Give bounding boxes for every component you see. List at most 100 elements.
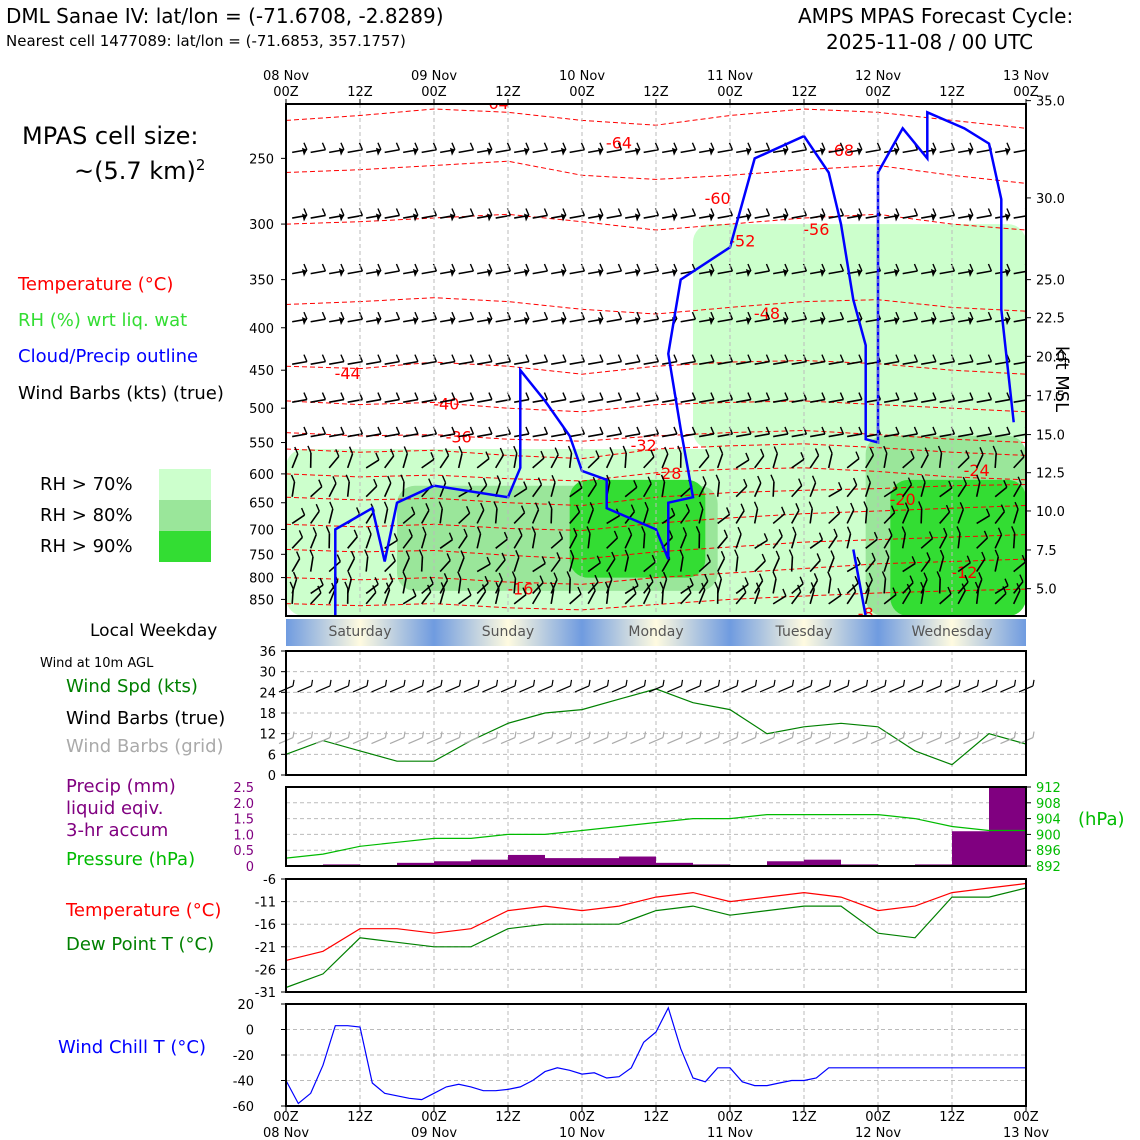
wind-barb xyxy=(920,579,928,594)
wind-barb-flag xyxy=(469,354,475,362)
wind-barb-grid xyxy=(741,737,756,745)
wind-barb-grid xyxy=(315,737,331,745)
wind-barb-true xyxy=(1000,685,1015,693)
wind-barb-true-flag xyxy=(921,679,924,686)
isotherm-line xyxy=(286,505,1026,532)
wind-barb xyxy=(976,360,992,365)
wind-barb-grid xyxy=(426,737,442,745)
wind-barb-flag xyxy=(340,263,345,272)
wind-barb-flag xyxy=(687,585,692,594)
wind-barb-true-flag xyxy=(791,679,795,686)
wind-barb-pennant xyxy=(819,269,825,278)
wind-barb-flag xyxy=(784,263,789,272)
wind-barb-pennant xyxy=(819,317,825,326)
wind-barb xyxy=(864,589,870,605)
wind-barb xyxy=(606,398,622,403)
wind-barb xyxy=(864,482,872,497)
wind-barb-grid-flag xyxy=(606,731,610,738)
wind-barb xyxy=(976,214,992,219)
wind-barb-flag xyxy=(525,311,530,320)
wind-barb-flag xyxy=(649,574,654,582)
wind-barb-pennant xyxy=(856,147,862,156)
wind-barb-flag xyxy=(451,142,456,151)
wind-barb-pennant xyxy=(819,147,825,156)
wind-barb-pennant xyxy=(375,269,381,278)
time-tick-top-date: 10 Nov xyxy=(559,69,605,84)
wind-barb xyxy=(976,537,989,549)
wind-barb xyxy=(439,539,453,549)
wind-barb xyxy=(680,592,692,605)
wind-barb-flag xyxy=(562,208,567,216)
height-tick-label: 12.5 xyxy=(1036,467,1065,482)
wind-barb-grid xyxy=(722,737,738,745)
precip-tick-label: 1.0 xyxy=(233,828,254,843)
wind-barb-flag xyxy=(895,142,900,151)
wind-barb-pennant xyxy=(301,213,307,222)
wind-barb-flag xyxy=(650,449,655,458)
wind-barb-pennant xyxy=(449,213,455,222)
wind-barb-flag xyxy=(913,311,919,320)
wind-barb-pennant xyxy=(634,269,640,278)
wind-barb-flag xyxy=(347,571,352,580)
wind-barb-pennant xyxy=(819,213,825,222)
wind-barb xyxy=(625,433,641,438)
wind-barb-flag xyxy=(540,450,545,459)
wind-barb-flag xyxy=(890,505,896,513)
wind-barb-true xyxy=(778,685,793,693)
pressure-tick-label: 400 xyxy=(249,322,274,337)
wind-barb xyxy=(365,485,378,498)
wind-barb-flag xyxy=(987,392,993,400)
isotherm-label: -32 xyxy=(631,436,657,455)
wind-barb-flag xyxy=(319,577,324,586)
wind-barb-flag xyxy=(518,528,523,536)
wind-barb xyxy=(827,578,832,594)
wind-barb xyxy=(384,560,396,573)
cloud-outline-path xyxy=(334,110,1015,616)
wind-barb xyxy=(531,533,537,549)
wind-barb xyxy=(791,583,804,595)
wind-barb xyxy=(291,536,303,549)
wind-barb-flag xyxy=(543,354,549,362)
wind-barb xyxy=(384,398,400,403)
wind-barb-flag xyxy=(679,549,684,558)
wind-barb xyxy=(791,360,807,365)
precip-bar xyxy=(434,861,471,866)
wind-barb-true-flag xyxy=(865,679,869,686)
wind-barb xyxy=(736,398,752,403)
isotherm-label: -24 xyxy=(964,461,990,480)
wind-barb xyxy=(772,453,779,469)
time-tick-top-date: 09 Nov xyxy=(411,69,457,84)
wind-barb xyxy=(384,148,400,154)
wind-barb xyxy=(291,481,296,497)
precip-tick-label: 2.5 xyxy=(233,781,254,796)
wind-barb-flag xyxy=(465,505,471,514)
wind-barb xyxy=(698,508,704,524)
wind-barb-pennant xyxy=(301,147,307,156)
wind-barb-flag xyxy=(913,426,919,435)
wind-barb-grid xyxy=(981,737,997,745)
wind-barb-flag xyxy=(714,581,719,590)
wind-barb-flag xyxy=(921,474,926,483)
pressure-tick-label: 896 xyxy=(1036,844,1061,859)
wind-barb xyxy=(439,589,446,605)
wind-barb xyxy=(587,533,591,549)
wind-barb xyxy=(458,148,474,154)
wind-barb xyxy=(846,533,852,549)
wind-barb-flag xyxy=(451,392,456,400)
wind-barb-grid-flag xyxy=(1032,731,1035,738)
wind-barb-flag xyxy=(358,311,364,320)
wind-barb xyxy=(754,539,768,549)
wind-barb-flag xyxy=(469,263,475,272)
wind-barb-flag xyxy=(543,392,549,400)
wind-barb-flag xyxy=(737,526,742,535)
wind-barb xyxy=(790,556,794,572)
wind-barb-grid-flag xyxy=(754,731,758,738)
wind-barb-flag xyxy=(356,507,361,515)
wind-barb xyxy=(606,515,620,525)
wind-barb-pennant xyxy=(708,213,714,222)
wind-barb xyxy=(477,360,493,365)
wind-barb xyxy=(329,360,345,365)
pressure-label: Pressure (hPa) xyxy=(66,849,196,870)
wind-barb-grid xyxy=(408,737,423,745)
wind-tick-label: 24 xyxy=(259,686,276,701)
